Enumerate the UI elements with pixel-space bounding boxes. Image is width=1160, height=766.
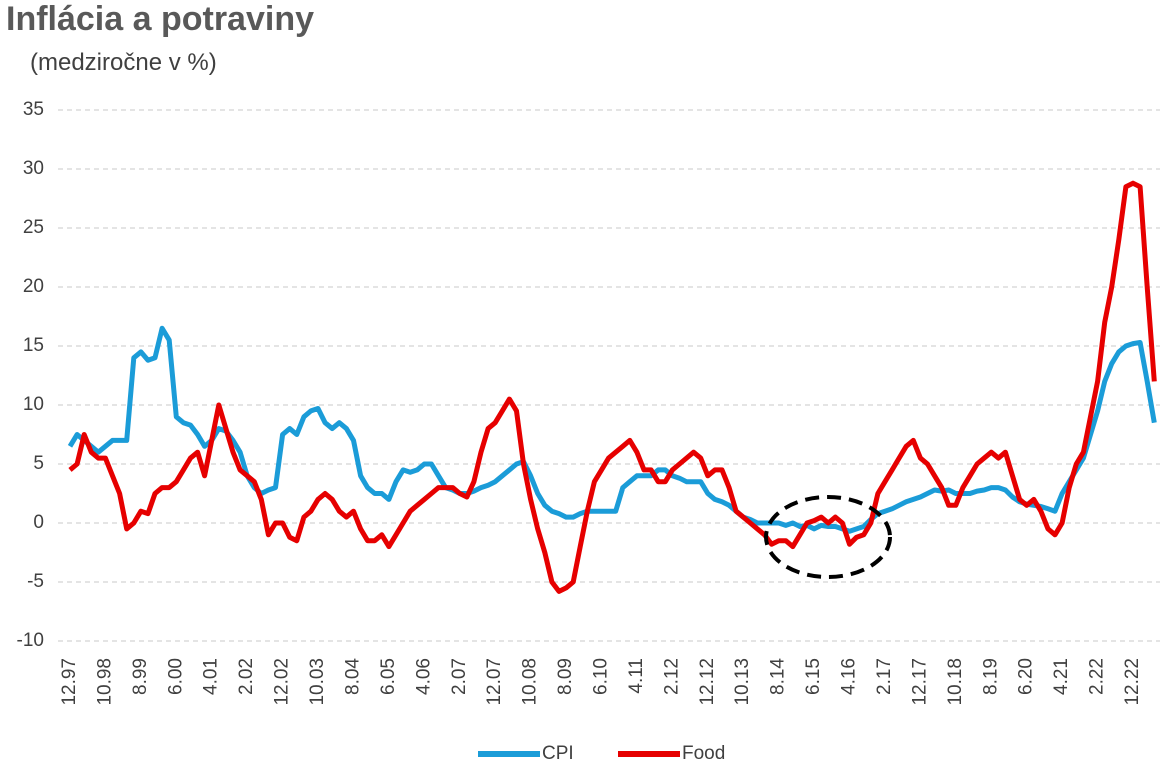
chart-title: Inflácia a potraviny — [6, 0, 314, 38]
x-tick-label: 6.15 — [803, 658, 824, 695]
x-tick-label: 2.12 — [661, 658, 682, 695]
y-tick-label: 10 — [23, 394, 44, 415]
x-tick-label: 2.22 — [1087, 658, 1108, 695]
x-tick-label: 10.98 — [94, 658, 115, 706]
x-tick-label: 12.22 — [1122, 658, 1143, 706]
x-tick-label: 4.21 — [1051, 658, 1072, 695]
grid — [58, 109, 1160, 642]
x-tick-label: 8.09 — [555, 658, 576, 695]
y-tick-label: 30 — [23, 158, 44, 179]
x-tick-label: 10.13 — [732, 658, 753, 706]
x-tick-label: 6.00 — [165, 658, 186, 695]
x-tick-label: 8.99 — [130, 658, 151, 695]
x-tick-label: 8.19 — [980, 658, 1001, 695]
x-tick-label: 12.02 — [272, 658, 293, 706]
x-tick-label: 4.11 — [626, 658, 647, 694]
x-tick-label: 10.03 — [307, 658, 328, 706]
y-tick-label: 5 — [33, 453, 44, 474]
highlight-ellipse — [764, 495, 892, 579]
y-tick-label: 15 — [23, 335, 44, 356]
x-tick-label: 12.97 — [59, 658, 80, 706]
x-tick-label: 8.14 — [768, 658, 789, 695]
legend-label: CPI — [542, 743, 574, 764]
x-tick-label: 12.17 — [909, 658, 930, 706]
x-tick-label: 4.16 — [839, 658, 860, 695]
x-tick-label: 4.06 — [413, 658, 434, 695]
x-tick-label: 12.07 — [484, 658, 505, 706]
y-tick-label: 20 — [23, 276, 44, 297]
y-tick-label: 35 — [23, 99, 44, 120]
x-tick-label: 4.01 — [201, 658, 222, 695]
x-tick-label: 10.18 — [945, 658, 966, 706]
x-tick-label: 8.04 — [342, 658, 363, 695]
x-tick-label: 2.02 — [236, 658, 257, 695]
lines — [67, 180, 1157, 594]
series-line — [67, 325, 1157, 534]
chart-subtitle: (medziročne v %) — [30, 49, 217, 76]
y-tick-label: 25 — [23, 217, 44, 238]
x-tick-label: 6.10 — [591, 658, 612, 695]
y-tick-label: -10 — [17, 630, 44, 651]
legend-label: Food — [682, 743, 725, 764]
x-tick-label: 2.17 — [874, 658, 895, 695]
y-tick-label: 0 — [33, 512, 44, 533]
x-tick-label: 6.20 — [1016, 658, 1037, 695]
series-line — [68, 180, 1157, 594]
x-tick-label: 10.08 — [520, 658, 541, 706]
y-tick-label: -5 — [27, 571, 44, 592]
x-tick-label: 6.05 — [378, 658, 399, 695]
x-tick-label: 2.07 — [449, 658, 470, 695]
x-tick-label: 12.12 — [697, 658, 718, 706]
